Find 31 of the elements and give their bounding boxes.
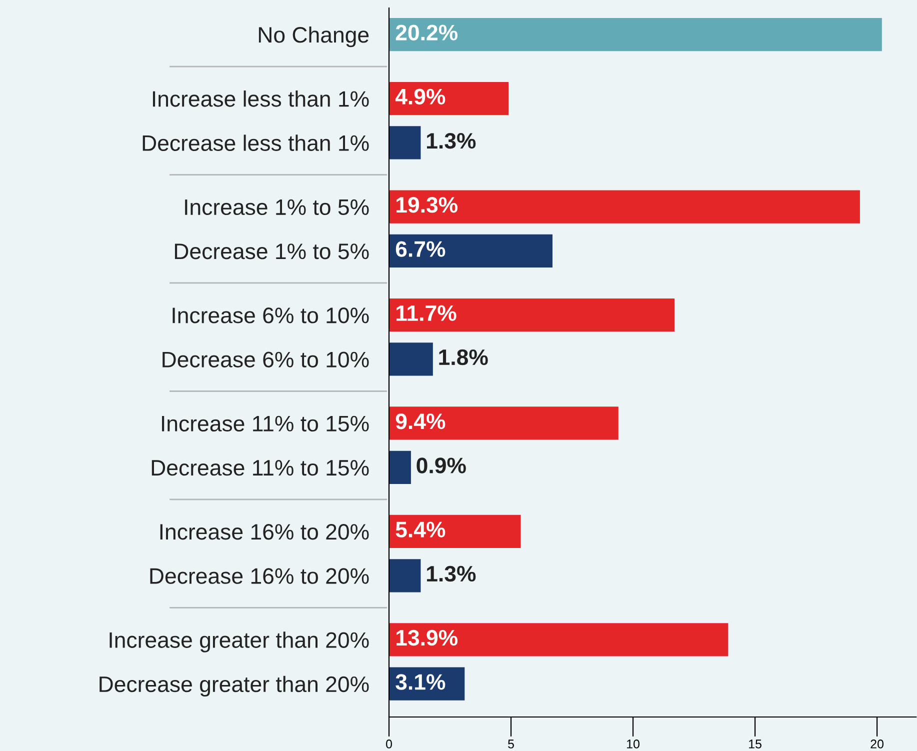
data-label: 1.3% [427,566,476,582]
y-tick-label: Increase greater than 20% [110,632,369,652]
y-tick-label: No Change [258,26,369,48]
y-tick-label: Increase 11% to 15% [162,416,369,432]
data-label: 19.3% [396,197,458,213]
data-label: 20.2% [396,24,458,40]
data-label: 1.3% [427,132,476,149]
y-tick-label: Increase 1% to 5% [185,199,369,216]
x-tick-label: 20 [870,740,884,748]
data-label: 5.4% [396,522,446,538]
data-label: 6.7% [396,241,446,257]
y-tick-label: Decrease greater than 20% [100,676,369,697]
x-tick-label: 5 [508,740,514,748]
y-tick-label: Decrease 11% to 15% [152,460,369,476]
data-label: 4.9% [395,88,446,105]
y-tick-label: Decrease 16% to 20% [150,568,369,584]
x-tick-label: 10 [627,740,640,748]
data-label: 3.1% [396,674,446,690]
x-tick-label: 15 [749,740,762,748]
x-tick-label: 0 [386,740,392,748]
y-tick-label: Increase less than 1% [152,90,369,107]
y-tick-label: Increase 6% to 10% [172,308,369,324]
data-label: 13.9% [396,630,458,646]
data-label: 0.9% [416,458,466,474]
y-tick-label: Increase 16% to 20% [160,524,369,540]
data-label: 11.7% [396,305,456,321]
y-tick-label: Decrease 6% to 10% [162,352,369,368]
data-label: 1.8% [439,349,488,366]
y-tick-label: Decrease less than 1% [142,134,369,152]
y-tick-label: Decrease 1% to 5% [174,244,369,260]
data-label: 9.4% [396,413,446,430]
